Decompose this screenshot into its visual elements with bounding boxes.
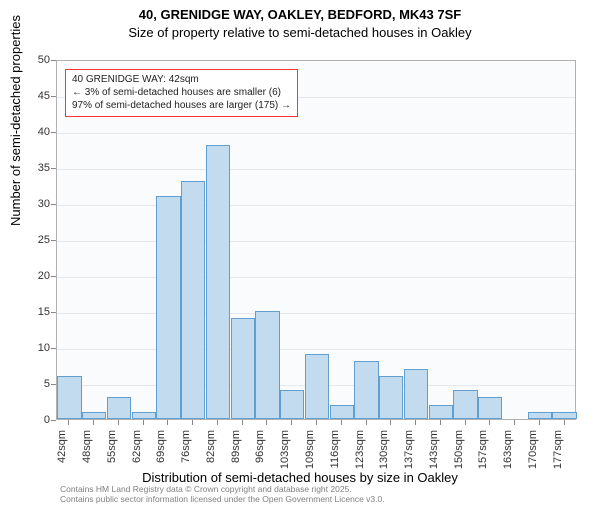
bar (528, 412, 552, 419)
bar (354, 361, 378, 419)
grid-line (57, 313, 575, 314)
grid-line (57, 349, 575, 350)
x-tick (192, 420, 193, 425)
x-tick (465, 420, 466, 425)
bar (255, 311, 279, 419)
y-tick (51, 240, 56, 241)
chart-title: 40, GRENIDGE WAY, OAKLEY, BEDFORD, MK43 … (0, 6, 600, 41)
bar (453, 390, 477, 419)
x-tick (366, 420, 367, 425)
attribution-line1: Contains HM Land Registry data © Crown c… (60, 484, 385, 494)
x-tick (266, 420, 267, 425)
y-axis-label: Number of semi-detached properties (8, 15, 23, 226)
y-tick (51, 384, 56, 385)
title-line1: 40, GRENIDGE WAY, OAKLEY, BEDFORD, MK43 … (139, 7, 461, 22)
bar (280, 390, 304, 419)
x-tick (390, 420, 391, 425)
info-box: 40 GRENIDGE WAY: 42sqm ← 3% of semi-deta… (65, 69, 298, 117)
bar (552, 412, 576, 419)
grid-line (57, 169, 575, 170)
x-tick (118, 420, 119, 425)
grid-line (57, 241, 575, 242)
x-tick (415, 420, 416, 425)
grid-line (57, 205, 575, 206)
x-tick (242, 420, 243, 425)
attribution-line2: Contains public sector information licen… (60, 494, 385, 504)
y-tick-label: 25 (20, 234, 50, 246)
bar (379, 376, 403, 419)
y-tick (51, 420, 56, 421)
x-tick (316, 420, 317, 425)
bar (82, 412, 106, 419)
grid-line (57, 133, 575, 134)
bar (404, 369, 428, 419)
y-tick (51, 348, 56, 349)
y-tick (51, 96, 56, 97)
y-tick-label: 20 (20, 270, 50, 282)
info-box-line1: 40 GRENIDGE WAY: 42sqm (72, 73, 291, 86)
y-tick-label: 40 (20, 126, 50, 138)
y-tick (51, 60, 56, 61)
bar (330, 405, 354, 419)
y-tick-label: 5 (20, 378, 50, 390)
x-tick (341, 420, 342, 425)
y-tick-label: 35 (20, 162, 50, 174)
y-tick-label: 15 (20, 306, 50, 318)
y-tick-label: 10 (20, 342, 50, 354)
bar (305, 354, 329, 419)
y-tick (51, 204, 56, 205)
x-tick (167, 420, 168, 425)
y-tick-label: 50 (20, 54, 50, 66)
bar (181, 181, 205, 419)
bar (132, 412, 156, 419)
y-tick-label: 0 (20, 414, 50, 426)
x-tick (291, 420, 292, 425)
y-tick (51, 312, 56, 313)
bar (156, 196, 180, 419)
x-tick (489, 420, 490, 425)
attribution: Contains HM Land Registry data © Crown c… (60, 484, 385, 504)
bar (206, 145, 230, 419)
y-tick (51, 276, 56, 277)
plot-wrapper: 40 GRENIDGE WAY: 42sqm ← 3% of semi-deta… (56, 60, 576, 420)
x-tick (440, 420, 441, 425)
bar (107, 397, 131, 419)
bar (231, 318, 255, 419)
y-tick (51, 132, 56, 133)
bar (429, 405, 453, 419)
bar (57, 376, 81, 419)
x-tick (514, 420, 515, 425)
info-box-line3: 97% of semi-detached houses are larger (… (72, 99, 291, 112)
x-tick (564, 420, 565, 425)
bar (478, 397, 502, 419)
x-tick (93, 420, 94, 425)
y-tick (51, 168, 56, 169)
x-tick (68, 420, 69, 425)
info-box-line2: ← 3% of semi-detached houses are smaller… (72, 86, 291, 99)
y-tick-label: 30 (20, 198, 50, 210)
x-tick (217, 420, 218, 425)
grid-line (57, 277, 575, 278)
y-tick-label: 45 (20, 90, 50, 102)
x-tick (143, 420, 144, 425)
title-line2: Size of property relative to semi-detach… (128, 25, 471, 40)
x-tick (539, 420, 540, 425)
